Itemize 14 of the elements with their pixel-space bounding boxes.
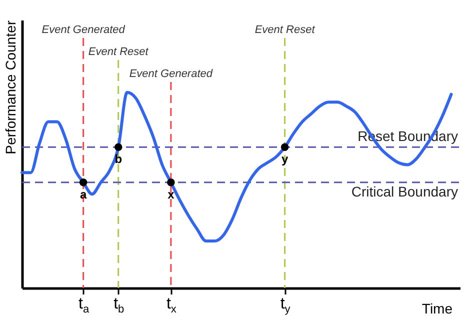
x-tick-label: t$_{b}$: [114, 296, 124, 316]
annotation: a: [80, 187, 87, 202]
x-tick-label: t$_{x}$: [166, 296, 177, 316]
x-tick-label: t$_{a}$: [78, 296, 90, 316]
ref-line-label: Event Reset: [88, 46, 150, 58]
ref-line-label: Critical Boundary: [351, 183, 458, 200]
annotation: b: [114, 152, 122, 166]
y-axis-title: Performance Counter: [2, 20, 18, 154]
x-axis-title: Time: [422, 300, 453, 316]
x-tick-label: t$_{y}$: [280, 296, 291, 316]
ref-line-label: Event Generated: [42, 24, 126, 36]
ref-line-label: Event Generated: [129, 68, 214, 80]
annotation: x: [168, 187, 175, 202]
ref-line-label: Event Reset: [254, 24, 316, 36]
